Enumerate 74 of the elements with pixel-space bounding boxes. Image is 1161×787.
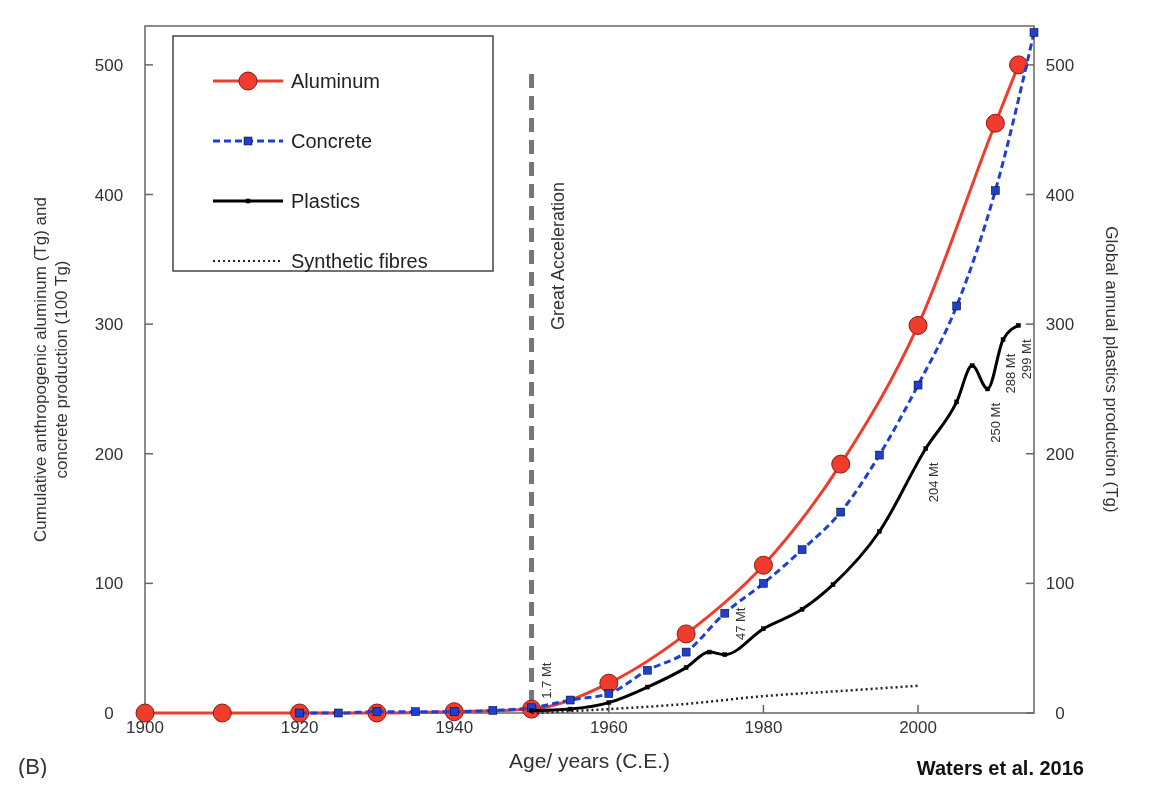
ref-line-label: Great Acceleration xyxy=(547,181,568,331)
y-tick-label: 400 xyxy=(94,185,124,205)
y2-tick-label: 200 xyxy=(1045,444,1075,464)
point xyxy=(877,529,882,534)
point xyxy=(991,186,1000,195)
point xyxy=(488,706,498,715)
annotation: 1.7 Mt xyxy=(539,662,555,699)
legend-label: Synthetic fibres xyxy=(291,250,428,272)
point xyxy=(722,652,728,657)
point xyxy=(334,708,343,718)
y-tick-label: 200 xyxy=(94,444,124,464)
annotation: 204 Mt xyxy=(925,462,941,503)
point xyxy=(683,665,689,670)
point xyxy=(643,665,652,675)
y2-axis-title: Global annual plastics production (Tg) xyxy=(1102,226,1121,513)
x-axis-title: Age/ years (C.E.) xyxy=(508,749,671,772)
point xyxy=(645,684,650,690)
point xyxy=(565,695,575,705)
y-tick-label: 500 xyxy=(94,55,124,75)
x-tick-label: 1960 xyxy=(589,718,628,737)
point xyxy=(707,649,712,655)
point xyxy=(212,703,232,723)
point xyxy=(952,301,961,311)
point xyxy=(1029,28,1039,37)
annotation: 299 Mt xyxy=(1018,339,1034,380)
point xyxy=(969,363,975,368)
point xyxy=(875,450,884,460)
point xyxy=(908,315,928,335)
annotation: 288 Mt xyxy=(1003,353,1019,394)
legend-label: Plastics xyxy=(291,190,360,212)
point xyxy=(606,700,612,705)
y2-tick-label: 500 xyxy=(1045,55,1075,75)
point xyxy=(954,399,959,405)
x-tick-label: 1920 xyxy=(280,718,319,737)
point xyxy=(1016,323,1021,328)
point xyxy=(985,386,990,392)
legend-label: Concrete xyxy=(291,130,373,152)
point xyxy=(753,555,773,575)
point xyxy=(1009,55,1029,75)
x-tick-label: 1900 xyxy=(126,718,164,737)
point xyxy=(604,689,614,698)
point xyxy=(135,703,155,723)
point xyxy=(759,579,768,588)
y-tick-label: 300 xyxy=(94,315,124,335)
point xyxy=(567,706,573,712)
text: (B) xyxy=(18,754,48,779)
x-tick-label: 2000 xyxy=(899,718,937,737)
x-tick-label: 1940 xyxy=(435,718,474,737)
point xyxy=(836,507,845,517)
legend-label: Aluminum xyxy=(291,70,380,92)
y-tick-label: 100 xyxy=(94,574,124,594)
annotation: 250 Mt xyxy=(987,402,1003,443)
y-axis-title: Cumulative anthropogenic aluminum (Tg) and concrete production (100 Tg) xyxy=(31,197,71,542)
point xyxy=(761,626,766,631)
point xyxy=(985,113,1005,133)
point xyxy=(411,707,420,716)
point xyxy=(720,608,730,618)
y2-tick-label: 100 xyxy=(1045,574,1075,594)
point xyxy=(913,380,923,390)
point xyxy=(1000,337,1006,342)
y2-tick-label: 400 xyxy=(1045,185,1075,205)
point xyxy=(830,582,836,587)
point xyxy=(799,607,805,612)
point xyxy=(923,446,929,451)
point xyxy=(797,545,807,554)
y-tick-label: 0 xyxy=(104,704,114,723)
y2-tick-label: 0 xyxy=(1055,704,1065,723)
point xyxy=(676,624,696,644)
point xyxy=(681,647,691,657)
y2-tick-label: 300 xyxy=(1045,315,1075,335)
x-tick-label: 1980 xyxy=(744,718,783,737)
text: Waters et al. 2016 xyxy=(916,757,1084,779)
annotation: 47 Mt xyxy=(732,607,748,641)
point xyxy=(831,454,851,474)
